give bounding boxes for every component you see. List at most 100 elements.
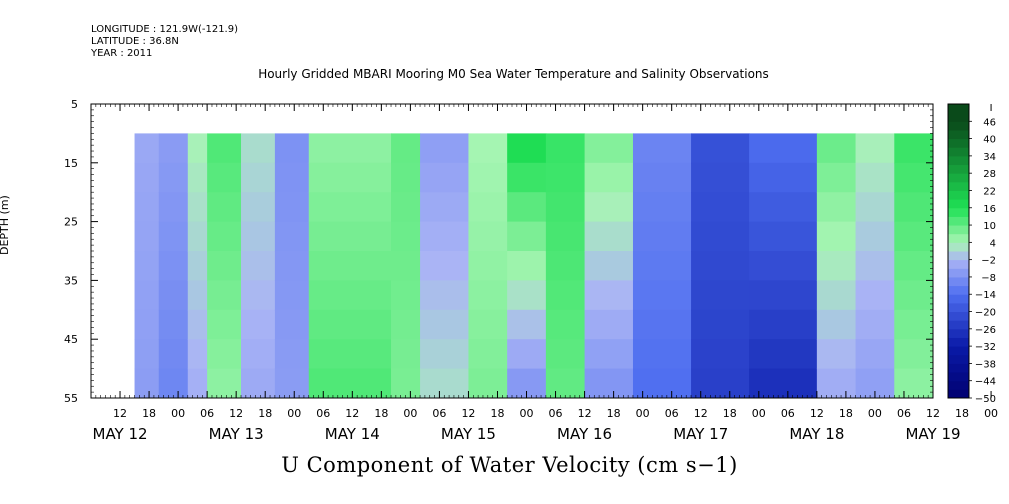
- y-tick-label: 55: [64, 392, 78, 405]
- heatmap-cell: [187, 368, 208, 398]
- heatmap-cell: [241, 133, 276, 164]
- heatmap-cell: [241, 309, 276, 340]
- heatmap-cell: [749, 133, 818, 164]
- heatmap-cells: [134, 133, 933, 398]
- heatmap-cell: [584, 368, 634, 398]
- heatmap-cell: [545, 133, 586, 164]
- colorbar-swatch: [948, 112, 969, 122]
- metadata-block: LONGITUDE : 121.9W(-121.9) LATITUDE : 36…: [91, 24, 238, 60]
- colorbar-swatch: [948, 199, 969, 209]
- heatmap-cell: [274, 280, 310, 311]
- colorbar-label: −44: [975, 377, 996, 388]
- heatmap-cell: [134, 309, 160, 340]
- x-tick-label: 00: [636, 407, 650, 420]
- heatmap-cell: [749, 251, 818, 281]
- heatmap-cell: [894, 339, 933, 370]
- colorbar: 46 40 34 28 22 16 10 4 −2 −8 −14 −20 −26 −32 −38 −44 −50: [947, 103, 996, 405]
- heatmap-cell: [420, 280, 470, 311]
- heatmap-cell: [632, 309, 692, 340]
- colorbar-swatch: [948, 173, 969, 183]
- heatmap-cell: [134, 368, 160, 398]
- colorbar-swatch: [948, 380, 969, 390]
- heatmap-cell: [420, 221, 470, 252]
- colorbar-swatch: [948, 372, 969, 382]
- heatmap-cell: [894, 133, 933, 164]
- heatmap-cell: [816, 133, 857, 164]
- heatmap-cell: [507, 309, 547, 340]
- x-tick-label: 06: [665, 407, 679, 420]
- x-tick-label: 06: [781, 407, 795, 420]
- heatmap-cell: [584, 162, 634, 193]
- heatmap-cell: [187, 162, 208, 193]
- heatmap-cell: [584, 309, 634, 340]
- heatmap-cell: [134, 162, 160, 193]
- heatmap-cell: [207, 251, 242, 281]
- heatmap-cell: [749, 280, 818, 311]
- heatmap-cell: [894, 221, 933, 252]
- heatmap-cell: [134, 251, 160, 281]
- heatmap-cell: [158, 221, 189, 252]
- heatmap-cell: [507, 339, 547, 370]
- heatmap-cell: [691, 339, 750, 370]
- heatmap-cell: [134, 221, 160, 252]
- colorbar-label: −2: [981, 256, 996, 267]
- colorbar-swatch: [948, 311, 969, 321]
- colorbar-swatch: [948, 121, 969, 131]
- colorbar-label: 22: [983, 186, 996, 197]
- chart-title: Hourly Gridded MBARI Mooring M0 Sea Wate…: [258, 67, 769, 81]
- x-tick-label: 18: [723, 407, 737, 420]
- heatmap-cell: [507, 221, 547, 252]
- y-tick-label: 35: [64, 274, 78, 287]
- heatmap-cell: [584, 133, 634, 164]
- heatmap-cell: [545, 162, 586, 193]
- heatmap-cell: [816, 309, 857, 340]
- colorbar-swatch: [948, 251, 969, 261]
- heatmap-cell: [134, 339, 160, 370]
- x-day-label: MAY 15: [441, 425, 496, 443]
- heatmap-cell: [158, 280, 189, 311]
- heatmap-cell: [391, 339, 421, 370]
- heatmap-cell: [420, 251, 470, 281]
- heatmap-cell: [749, 368, 818, 398]
- heatmap-cell: [691, 251, 750, 281]
- heatmap-cell: [241, 280, 276, 311]
- heatmap-cell: [391, 133, 421, 164]
- colorbar-swatch: [948, 216, 969, 226]
- colorbar-swatch: [948, 294, 969, 304]
- x-axis-label: U Component of Water Velocity (cm s−1): [281, 453, 738, 477]
- heatmap-cell: [391, 221, 421, 252]
- heatmap-cell: [507, 162, 547, 193]
- heatmap-cell: [468, 192, 508, 223]
- colorbar-label: −20: [975, 308, 996, 319]
- heatmap-cell: [468, 280, 508, 311]
- heatmap-cell: [158, 339, 189, 370]
- x-tick-label: 12: [345, 407, 359, 420]
- heatmap-cell: [468, 251, 508, 281]
- y-axis-ticks: 5 15 25 35 45 55: [64, 98, 933, 405]
- heatmap-cell: [241, 192, 276, 223]
- heatmap-cell: [187, 251, 208, 281]
- x-day-label: MAY 16: [557, 425, 612, 443]
- heatmap-cell: [158, 133, 189, 164]
- x-day-label: MAY 18: [789, 425, 844, 443]
- colorbar-swatch: [948, 259, 969, 269]
- heatmap-cell: [855, 280, 895, 311]
- x-tick-label: 00: [520, 407, 534, 420]
- heatmap-cell: [391, 162, 421, 193]
- heatmap-cell: [274, 251, 310, 281]
- x-tick-label: 06: [316, 407, 330, 420]
- x-tick-label: 00: [403, 407, 417, 420]
- x-tick-label: 12: [810, 407, 824, 420]
- colorbar-label: 10: [983, 221, 996, 232]
- heatmap-cell: [545, 309, 586, 340]
- heatmap-cell: [158, 368, 189, 398]
- heatmap-cell: [207, 309, 242, 340]
- heatmap-cell: [207, 339, 242, 370]
- heatmap-cell: [207, 192, 242, 223]
- heatmap-cell: [241, 162, 276, 193]
- heatmap-cell: [420, 339, 470, 370]
- heatmap-cell: [507, 251, 547, 281]
- colorbar-label: −38: [975, 359, 996, 370]
- heatmap-cell: [207, 162, 242, 193]
- colorbar-swatch: [948, 276, 969, 287]
